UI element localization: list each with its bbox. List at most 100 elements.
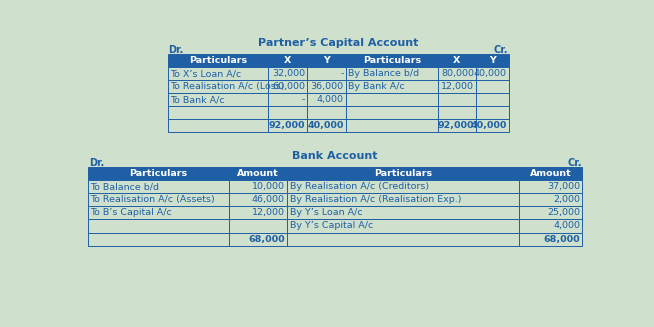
Text: 68,000: 68,000 bbox=[543, 234, 580, 244]
Bar bbox=[438, 67, 476, 80]
Text: Amount: Amount bbox=[530, 169, 572, 178]
Text: Dr.: Dr. bbox=[169, 45, 184, 55]
Bar bbox=[229, 206, 287, 219]
Text: -: - bbox=[301, 95, 305, 104]
Text: By Realisation A/c (Realisation Exp.): By Realisation A/c (Realisation Exp.) bbox=[290, 195, 461, 204]
Bar bbox=[287, 206, 519, 219]
Text: 40,000: 40,000 bbox=[307, 121, 344, 130]
Bar bbox=[519, 219, 583, 232]
Bar bbox=[287, 232, 519, 246]
Text: 12,000: 12,000 bbox=[441, 82, 474, 91]
Bar bbox=[307, 54, 346, 67]
Bar bbox=[519, 180, 583, 193]
Text: By Y’s Loan A/c: By Y’s Loan A/c bbox=[290, 208, 362, 217]
Text: Bank Account: Bank Account bbox=[292, 151, 378, 161]
Text: Particulars: Particulars bbox=[129, 169, 188, 178]
Bar bbox=[88, 219, 229, 232]
Bar bbox=[168, 93, 268, 106]
Text: 12,000: 12,000 bbox=[252, 208, 285, 217]
Text: Particulars: Particulars bbox=[189, 56, 247, 65]
Text: X: X bbox=[284, 56, 292, 65]
Text: Particulars: Particulars bbox=[374, 169, 432, 178]
Bar bbox=[438, 54, 476, 67]
Text: 92,000: 92,000 bbox=[438, 121, 474, 130]
Text: 10,000: 10,000 bbox=[252, 182, 285, 191]
Bar bbox=[88, 180, 229, 193]
Bar bbox=[438, 106, 476, 119]
Text: Cr.: Cr. bbox=[494, 45, 508, 55]
Text: 60,000: 60,000 bbox=[272, 82, 305, 91]
Text: 46,000: 46,000 bbox=[252, 195, 285, 204]
Bar bbox=[229, 167, 287, 180]
Bar bbox=[307, 119, 346, 132]
Bar bbox=[307, 67, 346, 80]
Text: 40,000: 40,000 bbox=[473, 69, 506, 78]
Text: To B’s Capital A/c: To B’s Capital A/c bbox=[90, 208, 172, 217]
Text: -: - bbox=[341, 69, 344, 78]
Text: 4,000: 4,000 bbox=[317, 95, 344, 104]
Bar bbox=[287, 180, 519, 193]
Bar bbox=[476, 54, 509, 67]
Bar bbox=[168, 54, 268, 67]
Bar bbox=[229, 232, 287, 246]
Bar bbox=[229, 219, 287, 232]
Bar bbox=[519, 232, 583, 246]
Bar bbox=[438, 80, 476, 93]
Text: 32,000: 32,000 bbox=[272, 69, 305, 78]
Bar bbox=[268, 80, 307, 93]
Bar bbox=[307, 80, 346, 93]
Text: By Y’s Capital A/c: By Y’s Capital A/c bbox=[290, 221, 373, 231]
Text: Partner’s Capital Account: Partner’s Capital Account bbox=[258, 38, 419, 48]
Bar bbox=[88, 232, 229, 246]
Bar bbox=[88, 193, 229, 206]
Text: Amount: Amount bbox=[237, 169, 279, 178]
Bar bbox=[476, 67, 509, 80]
Text: By Bank A/c: By Bank A/c bbox=[349, 82, 405, 91]
Bar bbox=[268, 54, 307, 67]
Bar bbox=[168, 106, 268, 119]
Text: Dr.: Dr. bbox=[89, 158, 104, 168]
Bar bbox=[168, 67, 268, 80]
Bar bbox=[438, 119, 476, 132]
Text: X: X bbox=[453, 56, 460, 65]
Bar bbox=[287, 167, 519, 180]
Text: 4,000: 4,000 bbox=[553, 221, 580, 231]
Text: 92,000: 92,000 bbox=[268, 121, 305, 130]
Bar bbox=[268, 93, 307, 106]
Bar bbox=[229, 180, 287, 193]
Text: 25,000: 25,000 bbox=[547, 208, 580, 217]
Text: 36,000: 36,000 bbox=[311, 82, 344, 91]
Bar bbox=[307, 93, 346, 106]
Text: 40,000: 40,000 bbox=[470, 121, 506, 130]
Text: To X’s Loan A/c: To X’s Loan A/c bbox=[170, 69, 241, 78]
Text: To Realisation A/c (Assets): To Realisation A/c (Assets) bbox=[90, 195, 215, 204]
Bar bbox=[346, 93, 438, 106]
Bar bbox=[476, 106, 509, 119]
Bar bbox=[287, 219, 519, 232]
Bar bbox=[268, 67, 307, 80]
Text: Y: Y bbox=[323, 56, 330, 65]
Bar bbox=[88, 206, 229, 219]
Bar bbox=[287, 193, 519, 206]
Text: Y: Y bbox=[489, 56, 496, 65]
Text: To Balance b/d: To Balance b/d bbox=[90, 182, 160, 191]
Bar bbox=[346, 80, 438, 93]
Bar bbox=[268, 119, 307, 132]
Text: 2,000: 2,000 bbox=[553, 195, 580, 204]
Bar bbox=[168, 119, 268, 132]
Bar bbox=[346, 119, 438, 132]
Text: 37,000: 37,000 bbox=[547, 182, 580, 191]
Bar bbox=[268, 106, 307, 119]
Bar bbox=[346, 106, 438, 119]
Text: By Balance b/d: By Balance b/d bbox=[349, 69, 420, 78]
Bar bbox=[346, 67, 438, 80]
Bar bbox=[229, 193, 287, 206]
Bar bbox=[346, 54, 438, 67]
Bar bbox=[88, 167, 229, 180]
Text: 80,000: 80,000 bbox=[441, 69, 474, 78]
Text: Particulars: Particulars bbox=[363, 56, 421, 65]
Bar bbox=[476, 80, 509, 93]
Bar bbox=[476, 93, 509, 106]
Bar bbox=[438, 93, 476, 106]
Bar bbox=[168, 80, 268, 93]
